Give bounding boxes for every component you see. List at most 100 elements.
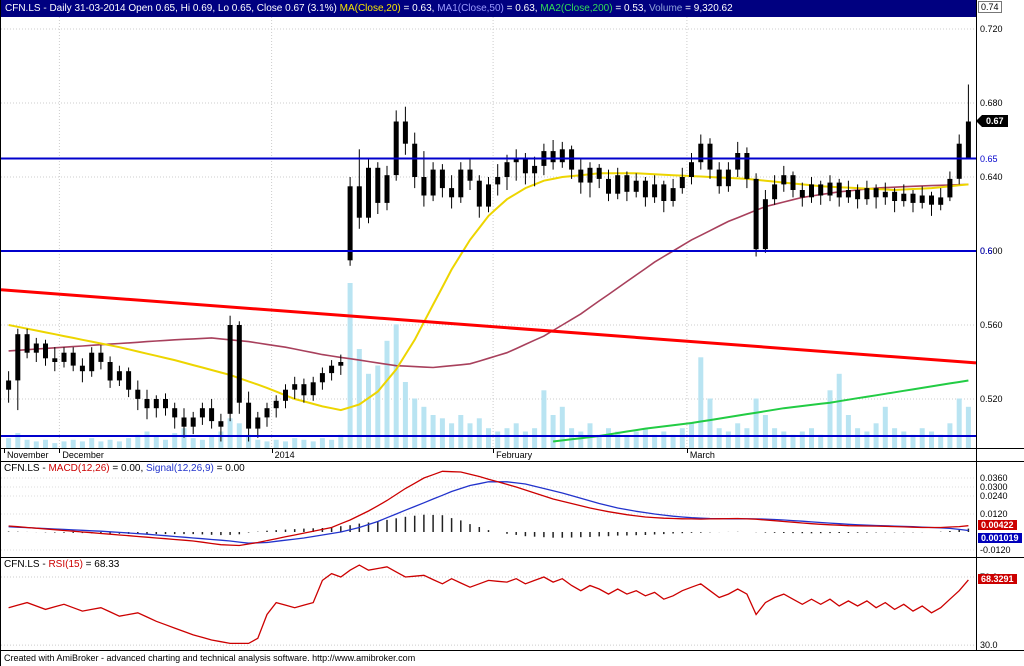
candle-body (624, 175, 630, 192)
volume-bar (652, 434, 658, 448)
macd-tick-label: 0.0360 (980, 473, 1008, 484)
candle-body (338, 362, 344, 366)
candle-body (892, 191, 898, 201)
candle-body (153, 399, 159, 409)
candle-body (689, 162, 694, 177)
candle-body (615, 175, 621, 194)
title-segment: RSI(15) (48, 559, 83, 570)
candle-body (504, 162, 510, 177)
macd-pane[interactable]: CFN.LS - MACD(12,26) = 0.00, Signal(12,2… (1, 462, 976, 557)
macd-tick-label: 0.0240 (980, 491, 1008, 501)
volume-bar (61, 441, 67, 448)
ma20-line (8, 172, 969, 412)
volume-bar (255, 439, 261, 448)
volume-bar (439, 418, 445, 448)
candle-body (246, 402, 252, 429)
price-tick-label: 0.560 (980, 319, 1003, 330)
volume-bar (181, 428, 187, 448)
title-segment: = 0.00 (213, 463, 245, 474)
candle-body (947, 178, 953, 198)
candle-body (790, 175, 796, 190)
volume-bar (965, 406, 971, 448)
title-segment: Signal(12,26,9) (146, 463, 214, 474)
volume-bar (707, 398, 713, 448)
volume-bar (753, 398, 759, 448)
volume-bar (79, 441, 85, 448)
volume-bar (356, 349, 362, 448)
date-tick (493, 449, 495, 453)
candle-body (439, 169, 445, 189)
price-tick-label: 0.720 (980, 24, 1003, 35)
volume-bar (393, 324, 399, 448)
volume-bar (458, 415, 464, 448)
price-chart-canvas[interactable] (1, 17, 976, 448)
level-label: 0.6 (980, 245, 993, 256)
volume-bar (43, 439, 48, 448)
signal-value-tag: 0.001019 (978, 532, 1022, 543)
title-segment: = 0.63, (400, 3, 438, 14)
volume-bar (606, 428, 611, 448)
macd-tick-label: -0.0120 (980, 544, 1011, 555)
date-tick (4, 449, 5, 453)
volume-bar (679, 428, 685, 448)
candle-body (818, 184, 824, 196)
date-tick (59, 449, 61, 453)
volume-bar (70, 439, 76, 448)
candle-body (356, 186, 362, 218)
volume-bar (781, 431, 787, 448)
candle-body (412, 143, 418, 177)
volume-bar (98, 441, 104, 448)
volume-bar (126, 438, 132, 448)
candle-body (606, 178, 611, 194)
candle-body (98, 352, 104, 362)
candle-body (126, 371, 132, 390)
volume-bar (292, 438, 298, 448)
candle-body (781, 175, 787, 185)
volume-bar (522, 431, 528, 448)
candle-body (938, 197, 944, 205)
candle-body (135, 389, 141, 399)
volume-bar (209, 436, 215, 448)
price-chart-pane[interactable] (1, 17, 976, 448)
candle-body (910, 193, 916, 203)
price-tick-label: 0.640 (980, 172, 1003, 182)
volume-bar (227, 418, 233, 448)
candle-body (449, 188, 455, 198)
candle-body (864, 188, 870, 200)
volume-bar (882, 406, 888, 448)
volume-bar (892, 428, 898, 448)
volume-bar (301, 439, 307, 448)
macd-canvas[interactable] (1, 462, 976, 557)
last-price-tag: 0.67 (982, 114, 1008, 127)
rsi-canvas[interactable] (1, 558, 976, 650)
volume-bar (24, 439, 30, 448)
candle-body (163, 399, 168, 409)
candle-body (264, 408, 270, 418)
level-label: 0.65 (980, 153, 998, 164)
candle-body (52, 358, 58, 362)
candle-body (762, 199, 768, 250)
volume-bar (172, 433, 178, 448)
axis-divider (976, 0, 977, 650)
date-tick (686, 449, 688, 453)
status-bar: Created with AmiBroker - advanced charti… (1, 650, 1024, 666)
volume-bar (199, 439, 205, 448)
title-segment: MA1(Close,50) (437, 3, 504, 14)
candle-body (845, 190, 851, 198)
volume-bar (901, 431, 907, 448)
volume-bar (504, 428, 510, 448)
volume-bar (163, 439, 168, 448)
title-segment: = 0.63, (503, 3, 541, 14)
candle-body (707, 143, 713, 170)
title-segment: = 0.00, (109, 463, 147, 474)
volume-bar (578, 431, 584, 448)
rsi-pane[interactable]: CFN.LS - RSI(15) = 68.33 (1, 558, 976, 650)
volume-bar (569, 428, 575, 448)
volume-bar (310, 441, 316, 448)
candle-body (329, 365, 335, 374)
volume-bar (725, 431, 731, 448)
volume-bar (772, 428, 778, 448)
candle-body (772, 184, 778, 200)
candle-body (273, 400, 279, 409)
